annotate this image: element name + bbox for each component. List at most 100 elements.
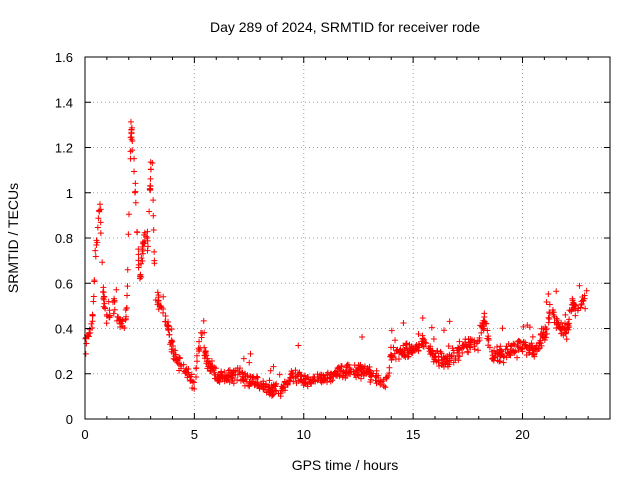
data-point (99, 259, 106, 266)
y-tick-label: 1.4 (55, 95, 73, 110)
data-point (505, 340, 512, 347)
data-point (149, 160, 156, 167)
data-point (324, 379, 331, 386)
data-point (562, 311, 569, 318)
y-tick-label: 1 (66, 186, 73, 201)
data-point (168, 348, 175, 355)
data-point (497, 343, 504, 350)
data-point (121, 325, 128, 332)
data-point (266, 377, 273, 384)
data-point (465, 349, 472, 356)
data-point (147, 185, 154, 192)
data-point (346, 369, 353, 376)
data-point (353, 374, 360, 381)
data-point (94, 224, 101, 231)
data-point (247, 350, 254, 357)
x-tick-label: 20 (515, 427, 529, 442)
data-point (477, 322, 484, 329)
x-tick-label: 15 (406, 427, 420, 442)
data-point (301, 373, 308, 380)
data-point (572, 312, 579, 319)
data-point (536, 339, 543, 346)
data-point (380, 376, 387, 383)
data-point (201, 329, 208, 336)
data-point (270, 363, 277, 370)
data-point (392, 356, 399, 363)
y-tick-label: 0.6 (55, 276, 73, 291)
y-tick-label: 0.4 (55, 322, 73, 337)
data-point (100, 295, 107, 302)
data-point (262, 386, 269, 393)
x-axis-ticks: 0 5 10 15 20 (81, 57, 589, 442)
data-point (166, 331, 173, 338)
data-point (144, 228, 151, 235)
data-point (392, 337, 399, 344)
data-point (292, 367, 299, 374)
data-point (317, 377, 324, 384)
data-point (391, 350, 398, 357)
chart-title: Day 289 of 2024, SRMTID for receiver rod… (210, 19, 480, 35)
data-point (150, 197, 157, 204)
data-point (454, 347, 461, 354)
data-point (239, 369, 246, 376)
data-point (344, 361, 351, 368)
data-point (514, 342, 521, 349)
data-point (131, 168, 138, 175)
data-point (100, 303, 107, 310)
data-point (248, 380, 255, 387)
data-point (111, 306, 118, 313)
data-point (132, 180, 139, 187)
data-point (539, 331, 546, 338)
data-point (273, 380, 280, 387)
data-point (505, 350, 512, 357)
data-point (132, 199, 139, 206)
y-tick-label: 0.2 (55, 367, 73, 382)
data-point (372, 373, 379, 380)
data-point (193, 352, 200, 359)
data-point (217, 371, 224, 378)
data-point (478, 329, 485, 336)
data-point (183, 369, 190, 376)
data-point (82, 334, 89, 341)
data-point (266, 391, 273, 398)
data-point (356, 364, 363, 371)
data-point (526, 347, 533, 354)
data-point (443, 359, 450, 366)
data-point (386, 369, 393, 376)
data-point (175, 360, 182, 367)
data-point (388, 327, 395, 334)
data-point (419, 314, 426, 321)
data-point (123, 304, 130, 311)
data-point (154, 289, 161, 296)
data-point (240, 374, 247, 381)
data-point (240, 355, 247, 362)
data-point (162, 312, 169, 319)
data-point (198, 334, 205, 341)
data-point (583, 287, 590, 294)
data-point (90, 293, 97, 300)
x-tick-label: 5 (191, 427, 198, 442)
data-point (200, 317, 207, 324)
data-point (128, 126, 135, 133)
data-point (452, 355, 459, 362)
data-point (485, 342, 492, 349)
data-point (558, 330, 565, 337)
data-point (516, 338, 523, 345)
data-point (402, 345, 409, 352)
data-point (203, 352, 210, 359)
data-point (124, 292, 131, 299)
data-point (500, 359, 507, 366)
x-axis-label: GPS time / hours (292, 457, 399, 473)
y-tick-label: 1.6 (55, 50, 73, 65)
data-point (343, 362, 350, 369)
data-point (537, 330, 544, 337)
data-point (490, 355, 497, 362)
data-point (147, 166, 154, 173)
data-point (526, 342, 533, 349)
data-point (400, 319, 407, 326)
data-point (287, 374, 294, 381)
data-point (141, 240, 148, 247)
data-point (301, 380, 308, 387)
data-point (140, 250, 147, 257)
